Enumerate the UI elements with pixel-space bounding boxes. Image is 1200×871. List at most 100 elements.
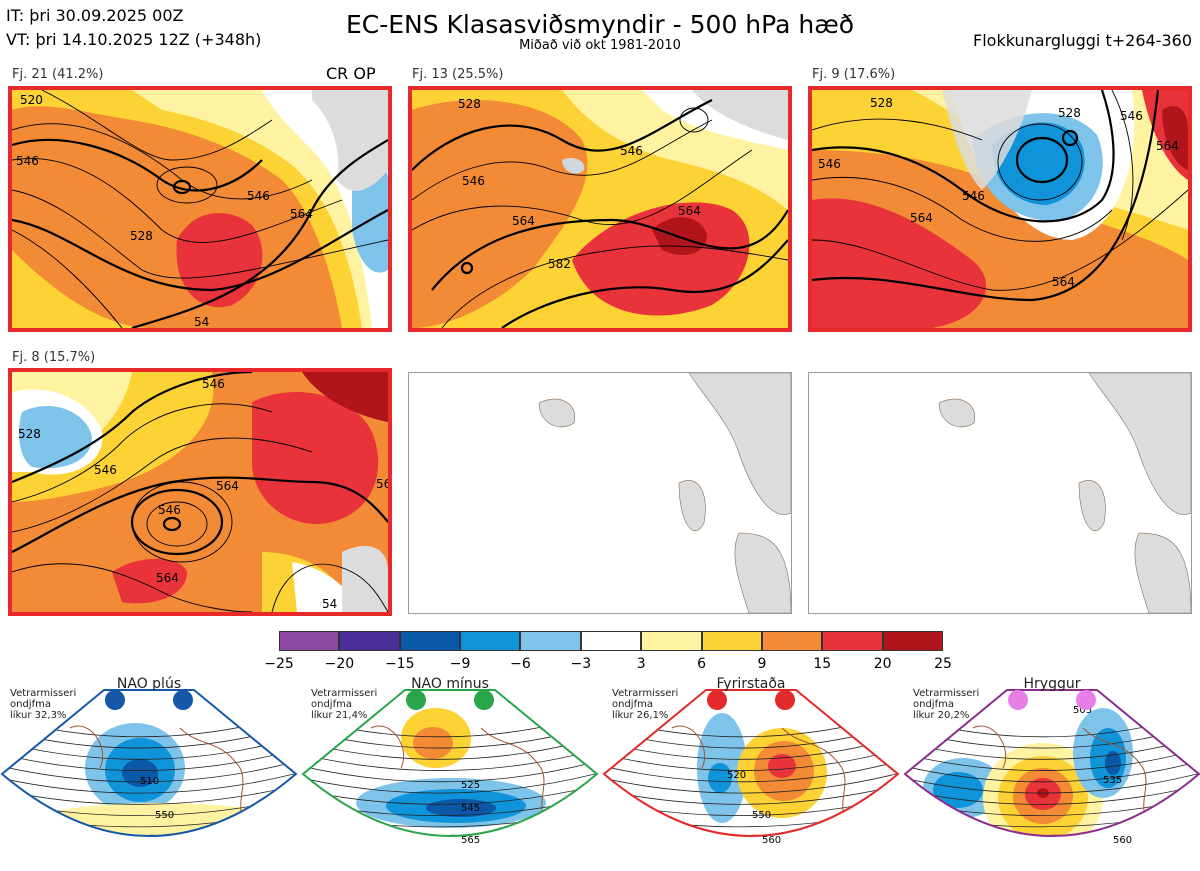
cluster-map-2: 528 546 546 564 582 564 bbox=[408, 86, 792, 332]
cluster-map-2-graphic: 528 546 546 564 582 564 bbox=[412, 90, 788, 328]
cluster-label-1: Fj. 21 (41.2%) bbox=[12, 67, 104, 82]
regime-info-line: Vetrarmisseri bbox=[10, 688, 77, 699]
cluster-map-4: 528 546 546 546 564 564 564 54 bbox=[8, 368, 392, 616]
regime-name: Hryggur bbox=[1023, 676, 1081, 692]
contour-label: 564 bbox=[376, 477, 388, 491]
anomaly-region bbox=[413, 727, 453, 759]
coastline bbox=[671, 725, 853, 836]
regime-contour-label: 560 bbox=[762, 835, 781, 846]
contour-label: 528 bbox=[870, 96, 893, 110]
weather-regime-4: 505 535 560 Hryggur Vetrarmisseri ondjfma líku… bbox=[903, 676, 1200, 868]
height-contour bbox=[604, 736, 898, 760]
regime-contour-label: 550 bbox=[752, 810, 771, 821]
anomaly-region bbox=[1105, 751, 1121, 775]
contour-label: 546 bbox=[620, 144, 643, 158]
contour-label: 528 bbox=[130, 229, 153, 243]
cluster-map-1-graphic: 520 546 528 546 564 54 bbox=[12, 90, 388, 328]
height-contour bbox=[604, 748, 898, 771]
regime-outline bbox=[0, 689, 298, 837]
contour-label: 546 bbox=[158, 503, 181, 517]
contour-label: 582 bbox=[548, 257, 571, 271]
regime-outline bbox=[602, 689, 900, 837]
colorbar-swatch bbox=[279, 631, 340, 651]
colorbar-swatch bbox=[882, 631, 943, 651]
regime-info-line: líkur 26,1% bbox=[612, 710, 669, 721]
cluster-tag-1: CR OP bbox=[326, 64, 376, 83]
colorbar-tick-label: −25 bbox=[264, 656, 294, 672]
height-contour bbox=[905, 736, 1199, 760]
coastline bbox=[972, 725, 1154, 836]
height-contour bbox=[604, 760, 898, 783]
contour-label: 546 bbox=[462, 174, 485, 188]
cluster-label-2: Fj. 13 (25.5%) bbox=[412, 67, 504, 82]
colorbar bbox=[279, 631, 943, 651]
height-contour bbox=[905, 772, 1199, 794]
weather-regime-map: 510 550 bbox=[0, 689, 298, 837]
contour-label: 564 bbox=[1052, 275, 1075, 289]
page-title: EC-ENS Klasasviðsmyndir - 500 hPa hæð bbox=[345, 10, 855, 39]
colorbar-tick-label: −6 bbox=[510, 656, 531, 672]
anomaly-region bbox=[30, 803, 290, 836]
colorbar-tick-label: −9 bbox=[449, 656, 471, 672]
contour-label: 528 bbox=[18, 427, 41, 441]
contour-label: 546 bbox=[202, 377, 225, 391]
initial-time: IT: þri 30.09.2025 00Z bbox=[6, 6, 184, 25]
colorbar-tick-label: −3 bbox=[570, 656, 592, 672]
regime-outline bbox=[903, 689, 1200, 837]
height-contour bbox=[303, 784, 597, 805]
page-subtitle: Miðað við okt 1981-2010 bbox=[519, 38, 681, 53]
height-contour bbox=[303, 760, 597, 783]
regime-name: NAO plús bbox=[116, 676, 182, 692]
regime-name: NAO mínus bbox=[411, 676, 489, 692]
colorbar-tick-label: 9 bbox=[757, 656, 767, 672]
height-contour bbox=[2, 772, 296, 794]
cluster-label-4: Fj. 8 (15.7%) bbox=[12, 350, 96, 365]
weather-regime-1: 510 550 NAO plús Vetrarmisseri ondjfma líkur … bbox=[0, 676, 298, 868]
regime-contour-label: 560 bbox=[1113, 835, 1132, 846]
contour-label: 564 bbox=[512, 214, 535, 228]
regime-info: Vetrarmisseri ondjfma líkur 21,4% bbox=[311, 688, 377, 721]
contour-label: 546 bbox=[16, 154, 39, 168]
contour-label: 528 bbox=[458, 97, 481, 111]
cluster-map-1: 520 546 528 546 564 54 bbox=[8, 86, 392, 332]
anomaly-region bbox=[122, 759, 158, 787]
contour-label: 528 bbox=[1058, 106, 1081, 120]
cluster-label-3: Fj. 9 (17.6%) bbox=[812, 67, 896, 82]
colorbar-swatch bbox=[460, 631, 521, 651]
cluster-map-3-graphic: 528 528 546 564 546 564 546 564 bbox=[812, 90, 1188, 328]
regime-marker-dot bbox=[1008, 690, 1028, 710]
contour-label: 546 bbox=[962, 189, 985, 203]
contour-label: 520 bbox=[20, 93, 43, 107]
cluster-map-4-graphic: 528 546 546 546 564 564 564 54 bbox=[12, 372, 388, 612]
regime-contour-label: 545 bbox=[461, 803, 480, 814]
regime-info-line: líkur 21,4% bbox=[311, 710, 368, 721]
height-contour bbox=[2, 760, 296, 783]
colorbar-swatch bbox=[641, 631, 702, 651]
regime-marker-dot bbox=[406, 690, 426, 710]
weather-regime-3: 520 550 560 Fyrirstaða Vetrarmisseri ondjfma l… bbox=[602, 676, 900, 868]
regime-info-line: líkur 32,3% bbox=[10, 710, 67, 721]
weather-regime-map: 520 550 560 bbox=[602, 689, 900, 846]
colorbar-swatch bbox=[399, 631, 461, 651]
colorbar-tick-label: 15 bbox=[813, 656, 832, 672]
regime-marker-dot bbox=[775, 690, 795, 710]
regime-info: Vetrarmisseri ondjfma líkur 32,3% bbox=[10, 688, 76, 721]
height-contour bbox=[604, 784, 898, 805]
regime-info-line: ondjfma bbox=[10, 699, 51, 710]
regime-contour-label: 525 bbox=[461, 780, 480, 791]
weather-regime-map: 525 545 565 bbox=[301, 689, 599, 846]
regime-info-line: Vetrarmisseri bbox=[612, 688, 679, 699]
anomaly-region bbox=[933, 772, 983, 808]
contour-label: 546 bbox=[818, 157, 841, 171]
regime-name: Fyrirstaða bbox=[716, 676, 786, 692]
colorbar-tick-label: 3 bbox=[636, 656, 646, 672]
contour-label: 564 bbox=[156, 571, 179, 585]
anomaly-region bbox=[768, 754, 796, 778]
contour-label: 564 bbox=[678, 204, 701, 218]
regime-info: Vetrarmisseri ondjfma líkur 26,1% bbox=[612, 688, 678, 721]
empty-map-1-graphic bbox=[538, 373, 791, 613]
regime-info-line: ondjfma bbox=[612, 699, 653, 710]
regime-marker-dot bbox=[474, 690, 494, 710]
colorbar-tick-label: 25 bbox=[934, 656, 952, 672]
height-contour bbox=[2, 784, 296, 805]
